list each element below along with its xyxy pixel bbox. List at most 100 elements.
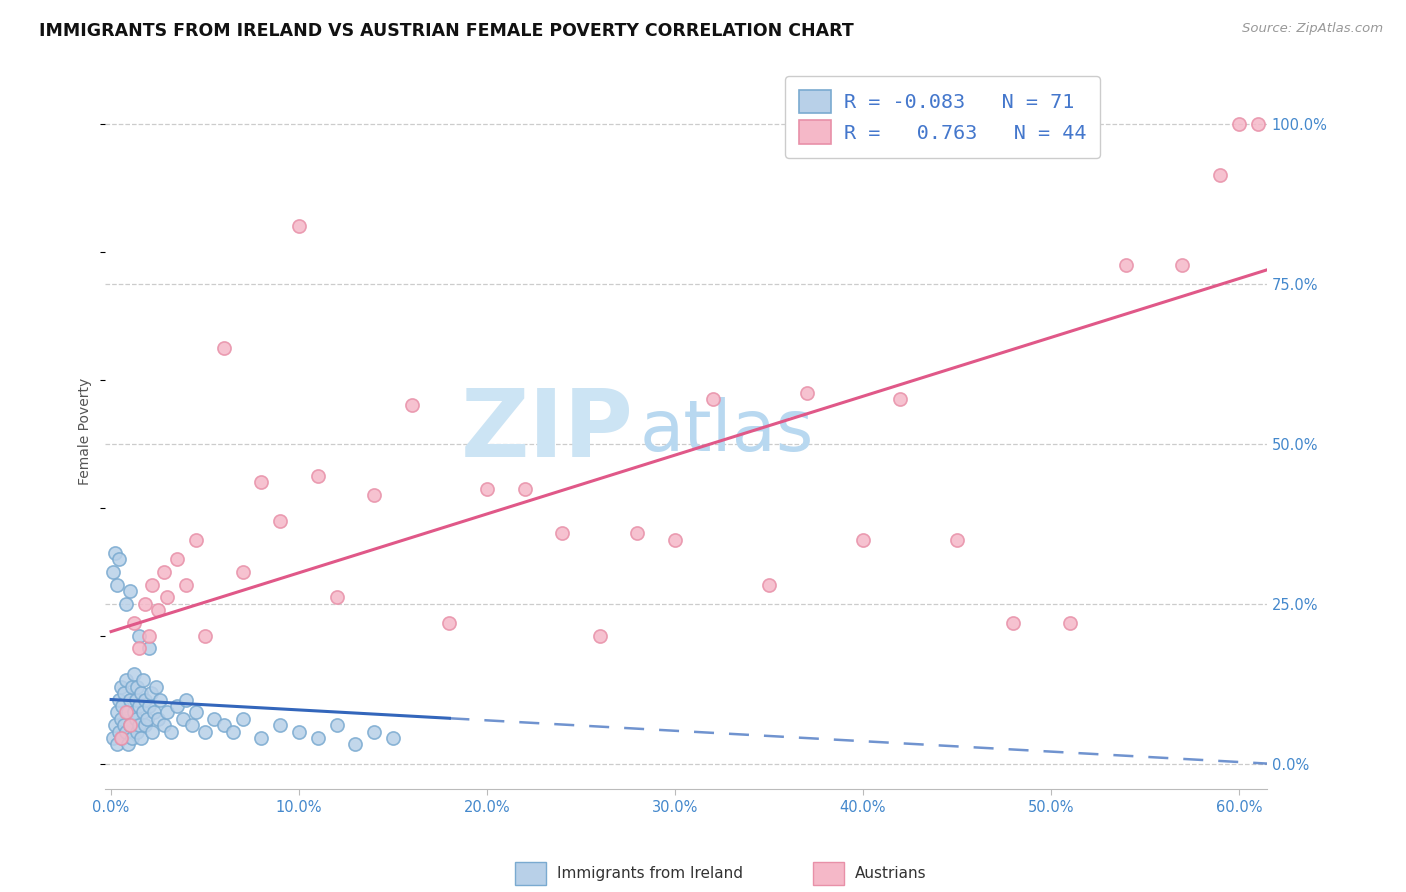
Point: [118, 718, 141, 732]
Point: [551, 526, 574, 541]
Point: [269, 718, 291, 732]
Point: [128, 718, 150, 732]
Point: [110, 680, 132, 694]
Point: [117, 738, 139, 752]
Point: [115, 706, 138, 720]
Point: [1115, 258, 1137, 272]
Point: [110, 731, 132, 745]
Point: [1209, 169, 1232, 183]
Point: [122, 667, 145, 681]
Point: [307, 731, 329, 745]
Point: [184, 533, 207, 547]
Point: [166, 552, 188, 566]
Point: [112, 686, 135, 700]
Point: [172, 712, 194, 726]
Point: [105, 577, 128, 591]
Point: [1002, 615, 1025, 630]
Point: [513, 482, 536, 496]
Point: [439, 615, 461, 630]
Point: [110, 712, 132, 726]
Point: [589, 629, 612, 643]
Point: [111, 698, 134, 713]
Point: [152, 565, 174, 579]
Point: [139, 686, 162, 700]
Point: [141, 577, 163, 591]
Point: [111, 731, 134, 745]
Point: [145, 680, 167, 694]
Point: [852, 533, 875, 547]
Point: [181, 718, 204, 732]
Point: [174, 692, 197, 706]
Text: atlas: atlas: [640, 397, 814, 466]
Point: [138, 698, 160, 713]
Point: [107, 692, 129, 706]
Point: [288, 724, 311, 739]
Point: [141, 724, 163, 739]
Point: [889, 392, 911, 406]
Point: [702, 392, 724, 406]
Point: [124, 712, 146, 726]
Point: [288, 219, 311, 234]
Point: [105, 738, 128, 752]
Y-axis label: Female Poverty: Female Poverty: [79, 377, 93, 484]
Point: [135, 712, 157, 726]
Text: Austrians: Austrians: [855, 866, 927, 880]
Point: [222, 724, 245, 739]
Point: [401, 399, 423, 413]
Point: [626, 526, 648, 541]
Point: [212, 718, 235, 732]
Point: [758, 577, 780, 591]
Point: [121, 731, 143, 745]
Point: [105, 706, 128, 720]
Point: [128, 641, 150, 656]
Point: [115, 597, 138, 611]
Point: [112, 718, 135, 732]
Point: [118, 583, 141, 598]
Legend: R = -0.083   N = 71, R =   0.763   N = 44: R = -0.083 N = 71, R = 0.763 N = 44: [785, 76, 1099, 158]
Point: [149, 692, 172, 706]
Point: [1059, 615, 1081, 630]
Point: [307, 468, 329, 483]
Point: [101, 731, 124, 745]
Point: [132, 706, 155, 720]
Point: [363, 724, 385, 739]
Point: [104, 545, 127, 559]
Point: [134, 718, 156, 732]
Point: [194, 724, 217, 739]
Point: [194, 629, 217, 643]
Text: IMMIGRANTS FROM IRELAND VS AUSTRIAN FEMALE POVERTY CORRELATION CHART: IMMIGRANTS FROM IRELAND VS AUSTRIAN FEMA…: [39, 22, 853, 40]
Point: [122, 706, 145, 720]
Point: [1246, 117, 1268, 131]
Point: [118, 718, 141, 732]
Point: [152, 718, 174, 732]
Point: [1171, 258, 1194, 272]
Point: [115, 673, 138, 688]
Point: [134, 692, 156, 706]
Point: [117, 706, 139, 720]
Point: [101, 565, 124, 579]
Point: [134, 597, 156, 611]
Point: [184, 706, 207, 720]
Point: [121, 680, 143, 694]
Point: [796, 385, 818, 400]
Point: [132, 673, 155, 688]
Point: [344, 738, 367, 752]
Point: [475, 482, 498, 496]
Text: Source: ZipAtlas.com: Source: ZipAtlas.com: [1243, 22, 1384, 36]
Point: [129, 731, 152, 745]
Point: [204, 712, 226, 726]
Point: [1227, 117, 1250, 131]
Point: [174, 577, 197, 591]
Point: [138, 629, 160, 643]
Point: [382, 731, 405, 745]
Point: [232, 712, 254, 726]
Point: [128, 629, 150, 643]
Point: [127, 680, 149, 694]
Point: [138, 641, 160, 656]
Point: [122, 615, 145, 630]
Point: [127, 724, 149, 739]
Point: [129, 686, 152, 700]
Point: [325, 718, 347, 732]
Point: [232, 565, 254, 579]
Point: [118, 692, 141, 706]
